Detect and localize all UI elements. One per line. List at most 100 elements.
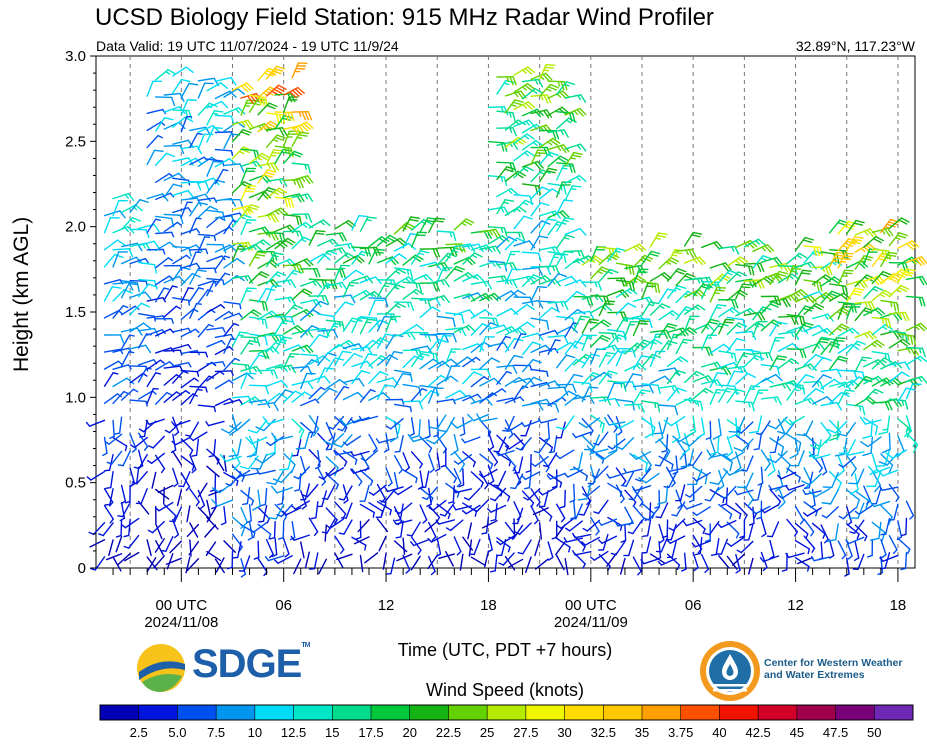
- barb-flag: [296, 325, 305, 332]
- barb-half-flag: [198, 287, 204, 290]
- barb-staff: [257, 523, 272, 535]
- barb-staff: [453, 433, 459, 451]
- barb-flag: [568, 163, 573, 173]
- barb-staff: [619, 557, 626, 575]
- barb-flag: [273, 369, 279, 379]
- wind-barb: [291, 380, 314, 390]
- barb-flag: [733, 370, 744, 373]
- barb-staff: [103, 217, 112, 234]
- barb-staff: [258, 469, 276, 475]
- barb-staff: [445, 365, 453, 382]
- barb-half-flag: [500, 275, 505, 282]
- barb-flag: [512, 127, 517, 137]
- wind-barb: [180, 201, 193, 218]
- wind-barb: [743, 485, 754, 507]
- barb-staff: [487, 430, 495, 448]
- wind-barb: [106, 450, 123, 465]
- barb-half-flag: [124, 193, 129, 200]
- barb-flag: [139, 198, 149, 203]
- barb-flag: [188, 82, 199, 86]
- barb-half-flag: [343, 461, 348, 467]
- wind-barb: [504, 237, 526, 251]
- wind-barb: [129, 279, 149, 287]
- barb-staff: [393, 403, 412, 408]
- barb-half-flag: [639, 391, 646, 395]
- barb-half-flag: [548, 451, 555, 454]
- barb-staff: [103, 239, 119, 251]
- barb-half-flag: [517, 552, 524, 555]
- wind-barb: [555, 164, 573, 181]
- wind-barb: [178, 471, 191, 488]
- barb-staff: [513, 501, 522, 518]
- barb-half-flag: [440, 464, 447, 468]
- barb-flag: [568, 112, 573, 122]
- barb-half-flag: [533, 450, 540, 454]
- wind-barb: [155, 540, 164, 556]
- barb-staff: [352, 467, 370, 474]
- wind-barb: [206, 361, 226, 367]
- barb-staff: [598, 397, 616, 402]
- barb-staff: [376, 333, 387, 349]
- wind-barb: [146, 134, 164, 149]
- wind-barb: [171, 436, 191, 446]
- barb-staff: [538, 522, 543, 540]
- barb-flag: [267, 122, 277, 129]
- wind-barb: [358, 415, 379, 422]
- barb-flag: [358, 378, 365, 387]
- barb-staff: [353, 536, 370, 545]
- barb-half-flag: [733, 391, 740, 395]
- barb-half-flag: [648, 303, 655, 307]
- barb-staff: [189, 251, 197, 268]
- barb-half-flag: [393, 490, 399, 496]
- barb-half-flag: [322, 497, 329, 500]
- barb-flag: [495, 317, 500, 328]
- barb-flag: [526, 150, 535, 157]
- barb-staff: [146, 80, 154, 97]
- barb-staff: [592, 434, 601, 451]
- barb-staff: [340, 434, 353, 448]
- wind-barb: [623, 539, 635, 557]
- wind-barb: [419, 282, 441, 292]
- barb-staff: [197, 197, 215, 202]
- wind-barb: [248, 384, 270, 395]
- barb-half-flag: [524, 487, 531, 490]
- wind-barb: [206, 216, 224, 229]
- barb-staff: [482, 468, 498, 479]
- barb-half-flag: [433, 434, 440, 438]
- barb-half-flag: [98, 533, 104, 537]
- wind-barb: [155, 318, 174, 324]
- wind-barb: [624, 506, 634, 526]
- wind-barb: [257, 557, 268, 577]
- wind-barb: [712, 418, 722, 440]
- wind-barb: [206, 550, 222, 562]
- wind-barb: [240, 558, 247, 578]
- barb-half-flag: [520, 422, 526, 428]
- barb-flag: [315, 229, 326, 233]
- barb-flag: [546, 320, 550, 331]
- wind-barb: [452, 487, 473, 494]
- wind-barb: [572, 550, 592, 556]
- wind-barb: [692, 387, 714, 400]
- barb-staff: [163, 213, 181, 216]
- barb-half-flag: [200, 504, 206, 510]
- wind-barb: [735, 330, 757, 340]
- wind-barb: [120, 204, 143, 214]
- barb-half-flag: [241, 121, 246, 127]
- barb-staff: [559, 449, 575, 460]
- barb-flag: [504, 168, 514, 173]
- barb-half-flag: [133, 466, 140, 470]
- barb-flag: [126, 377, 135, 385]
- barb-staff: [236, 418, 251, 431]
- barb-staff: [581, 435, 595, 448]
- barb-staff: [574, 431, 592, 439]
- barb-half-flag: [549, 515, 553, 522]
- wind-barb: [436, 358, 459, 369]
- barb-half-flag: [458, 484, 465, 488]
- wind-barb: [172, 518, 180, 539]
- barb-half-flag: [332, 325, 339, 328]
- barb-flag: [544, 66, 555, 69]
- barb-half-flag: [445, 254, 451, 259]
- barb-flag: [571, 112, 576, 123]
- barb-half-flag: [238, 150, 245, 155]
- barb-flag: [261, 152, 271, 159]
